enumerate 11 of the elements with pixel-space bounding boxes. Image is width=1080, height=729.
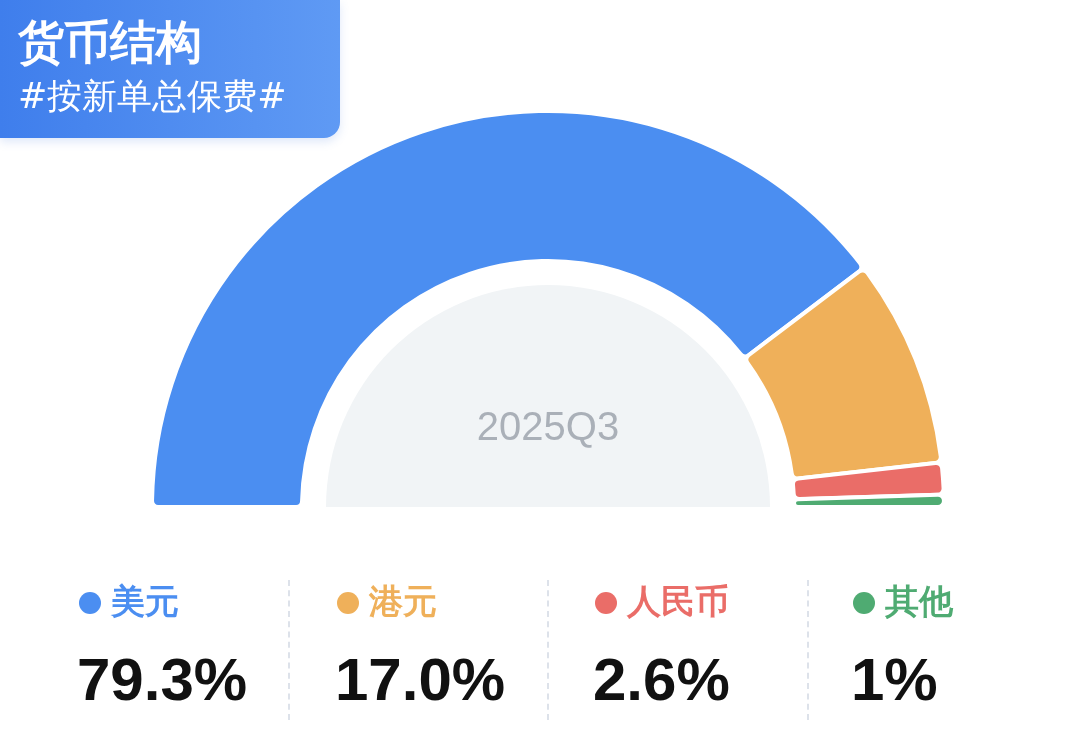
chart-subtitle: #按新单总保费# [18, 76, 287, 116]
chart-title: 货币结构 [17, 15, 202, 69]
data-label: 79.3% [77, 646, 248, 713]
legend-label: 美元 [110, 581, 179, 621]
legend-label: 人民币 [626, 581, 729, 621]
data-label: 1% [851, 646, 938, 713]
text: 2025Q3 [476, 404, 620, 448]
legend-label: 其他 [884, 581, 954, 621]
data-label: 2.6% [593, 646, 730, 713]
legend-label: 港元 [368, 581, 437, 621]
data-label: 17.0% [335, 646, 506, 713]
